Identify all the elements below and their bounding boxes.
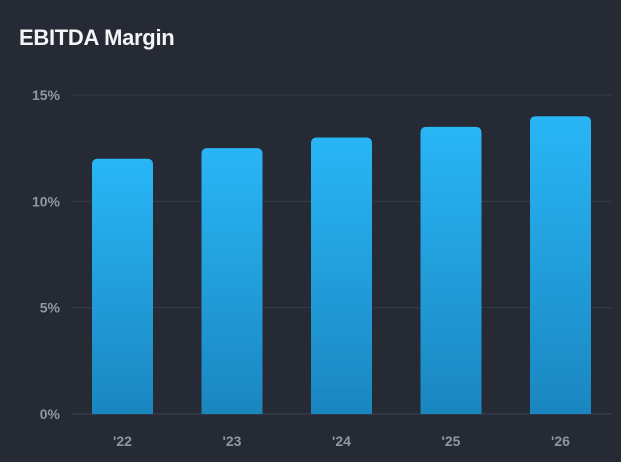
- bar-25: [420, 126, 482, 415]
- x-tick-label: '23: [223, 433, 242, 449]
- x-tick-label: '25: [442, 433, 461, 449]
- y-tick-label: 15%: [32, 87, 61, 103]
- bar-23: [201, 148, 263, 414]
- chart-title: EBITDA Margin: [19, 25, 175, 50]
- x-tick-label: '24: [332, 433, 351, 449]
- bar-24: [311, 137, 372, 415]
- bar-22: [92, 158, 153, 414]
- y-tick-label: 10%: [32, 193, 61, 209]
- y-tick-label: 0%: [40, 406, 61, 422]
- x-tick-label: '26: [551, 433, 570, 449]
- y-tick-label: 5%: [40, 300, 61, 316]
- bar-26: [530, 116, 591, 415]
- bars: [92, 116, 591, 415]
- axes: 0% 5% 10% 15% '22 '23 '24 '25 '26: [32, 87, 570, 449]
- x-tick-label: '22: [113, 433, 132, 449]
